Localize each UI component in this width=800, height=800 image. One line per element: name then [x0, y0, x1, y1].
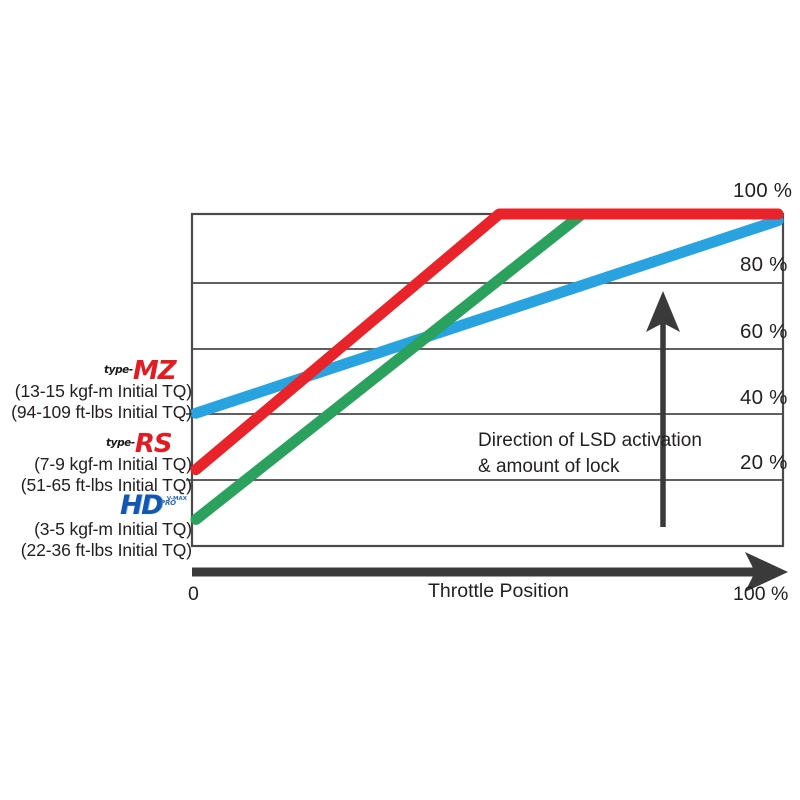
lsd-direction-note-line1: Direction of LSD activation [478, 430, 702, 451]
x-axis-title: Throttle Position [428, 580, 569, 602]
legend-logo-mz-name: MZ [132, 356, 177, 386]
legend-logo-hd-name: HD [120, 490, 164, 521]
legend-logo-rs: type-RS [106, 429, 173, 459]
y-tick-label-20: 20 % [740, 451, 788, 474]
legend-mz-line1: (13-15 kgf-m Initial TQ) [14, 381, 192, 401]
legend-logo-rs-name: RS [134, 429, 173, 459]
legend-hd-line2: (22-36 ft-lbs Initial TQ) [20, 540, 192, 560]
lsd-direction-note-line2: & amount of lock [478, 456, 620, 478]
x-axis-arrow-icon [192, 552, 788, 592]
x-axis-end-label: 100 % [733, 583, 789, 605]
y-tick-label-80: 80 % [740, 253, 788, 276]
legend-logo-mz: type-MZ [104, 356, 177, 386]
legend-logo-hd: HDPROV-MAX [120, 492, 187, 519]
legend-connectors [186, 413, 192, 481]
legend-mz-line2: (94-109 ft-lbs Initial TQ) [11, 402, 192, 422]
legend-logo-hd-sub: PRO [160, 499, 176, 507]
lsd-direction-note: Direction of LSD activation & amount of … [478, 428, 702, 480]
series-line-mz [190, 208, 784, 476]
legend-rs-line1: (7-9 kgf-m Initial TQ) [34, 454, 192, 474]
legend-hd-line1: (3-5 kgf-m Initial TQ) [34, 519, 192, 539]
x-axis-start-label: 0 [188, 583, 199, 605]
y-tick-label-40: 40 % [740, 386, 788, 409]
legend-logo-rs-prefix: type- [106, 437, 135, 449]
legend-logo-hd-tag: V-MAX [166, 496, 187, 502]
direction-up-arrow-icon [646, 291, 680, 527]
legend-rs-line2: (51-65 ft-lbs Initial TQ) [20, 475, 192, 495]
y-tick-label-60: 60 % [740, 320, 788, 343]
y-tick-label-100: 100 % [733, 179, 793, 202]
legend-logo-mz-prefix: type- [104, 364, 133, 376]
